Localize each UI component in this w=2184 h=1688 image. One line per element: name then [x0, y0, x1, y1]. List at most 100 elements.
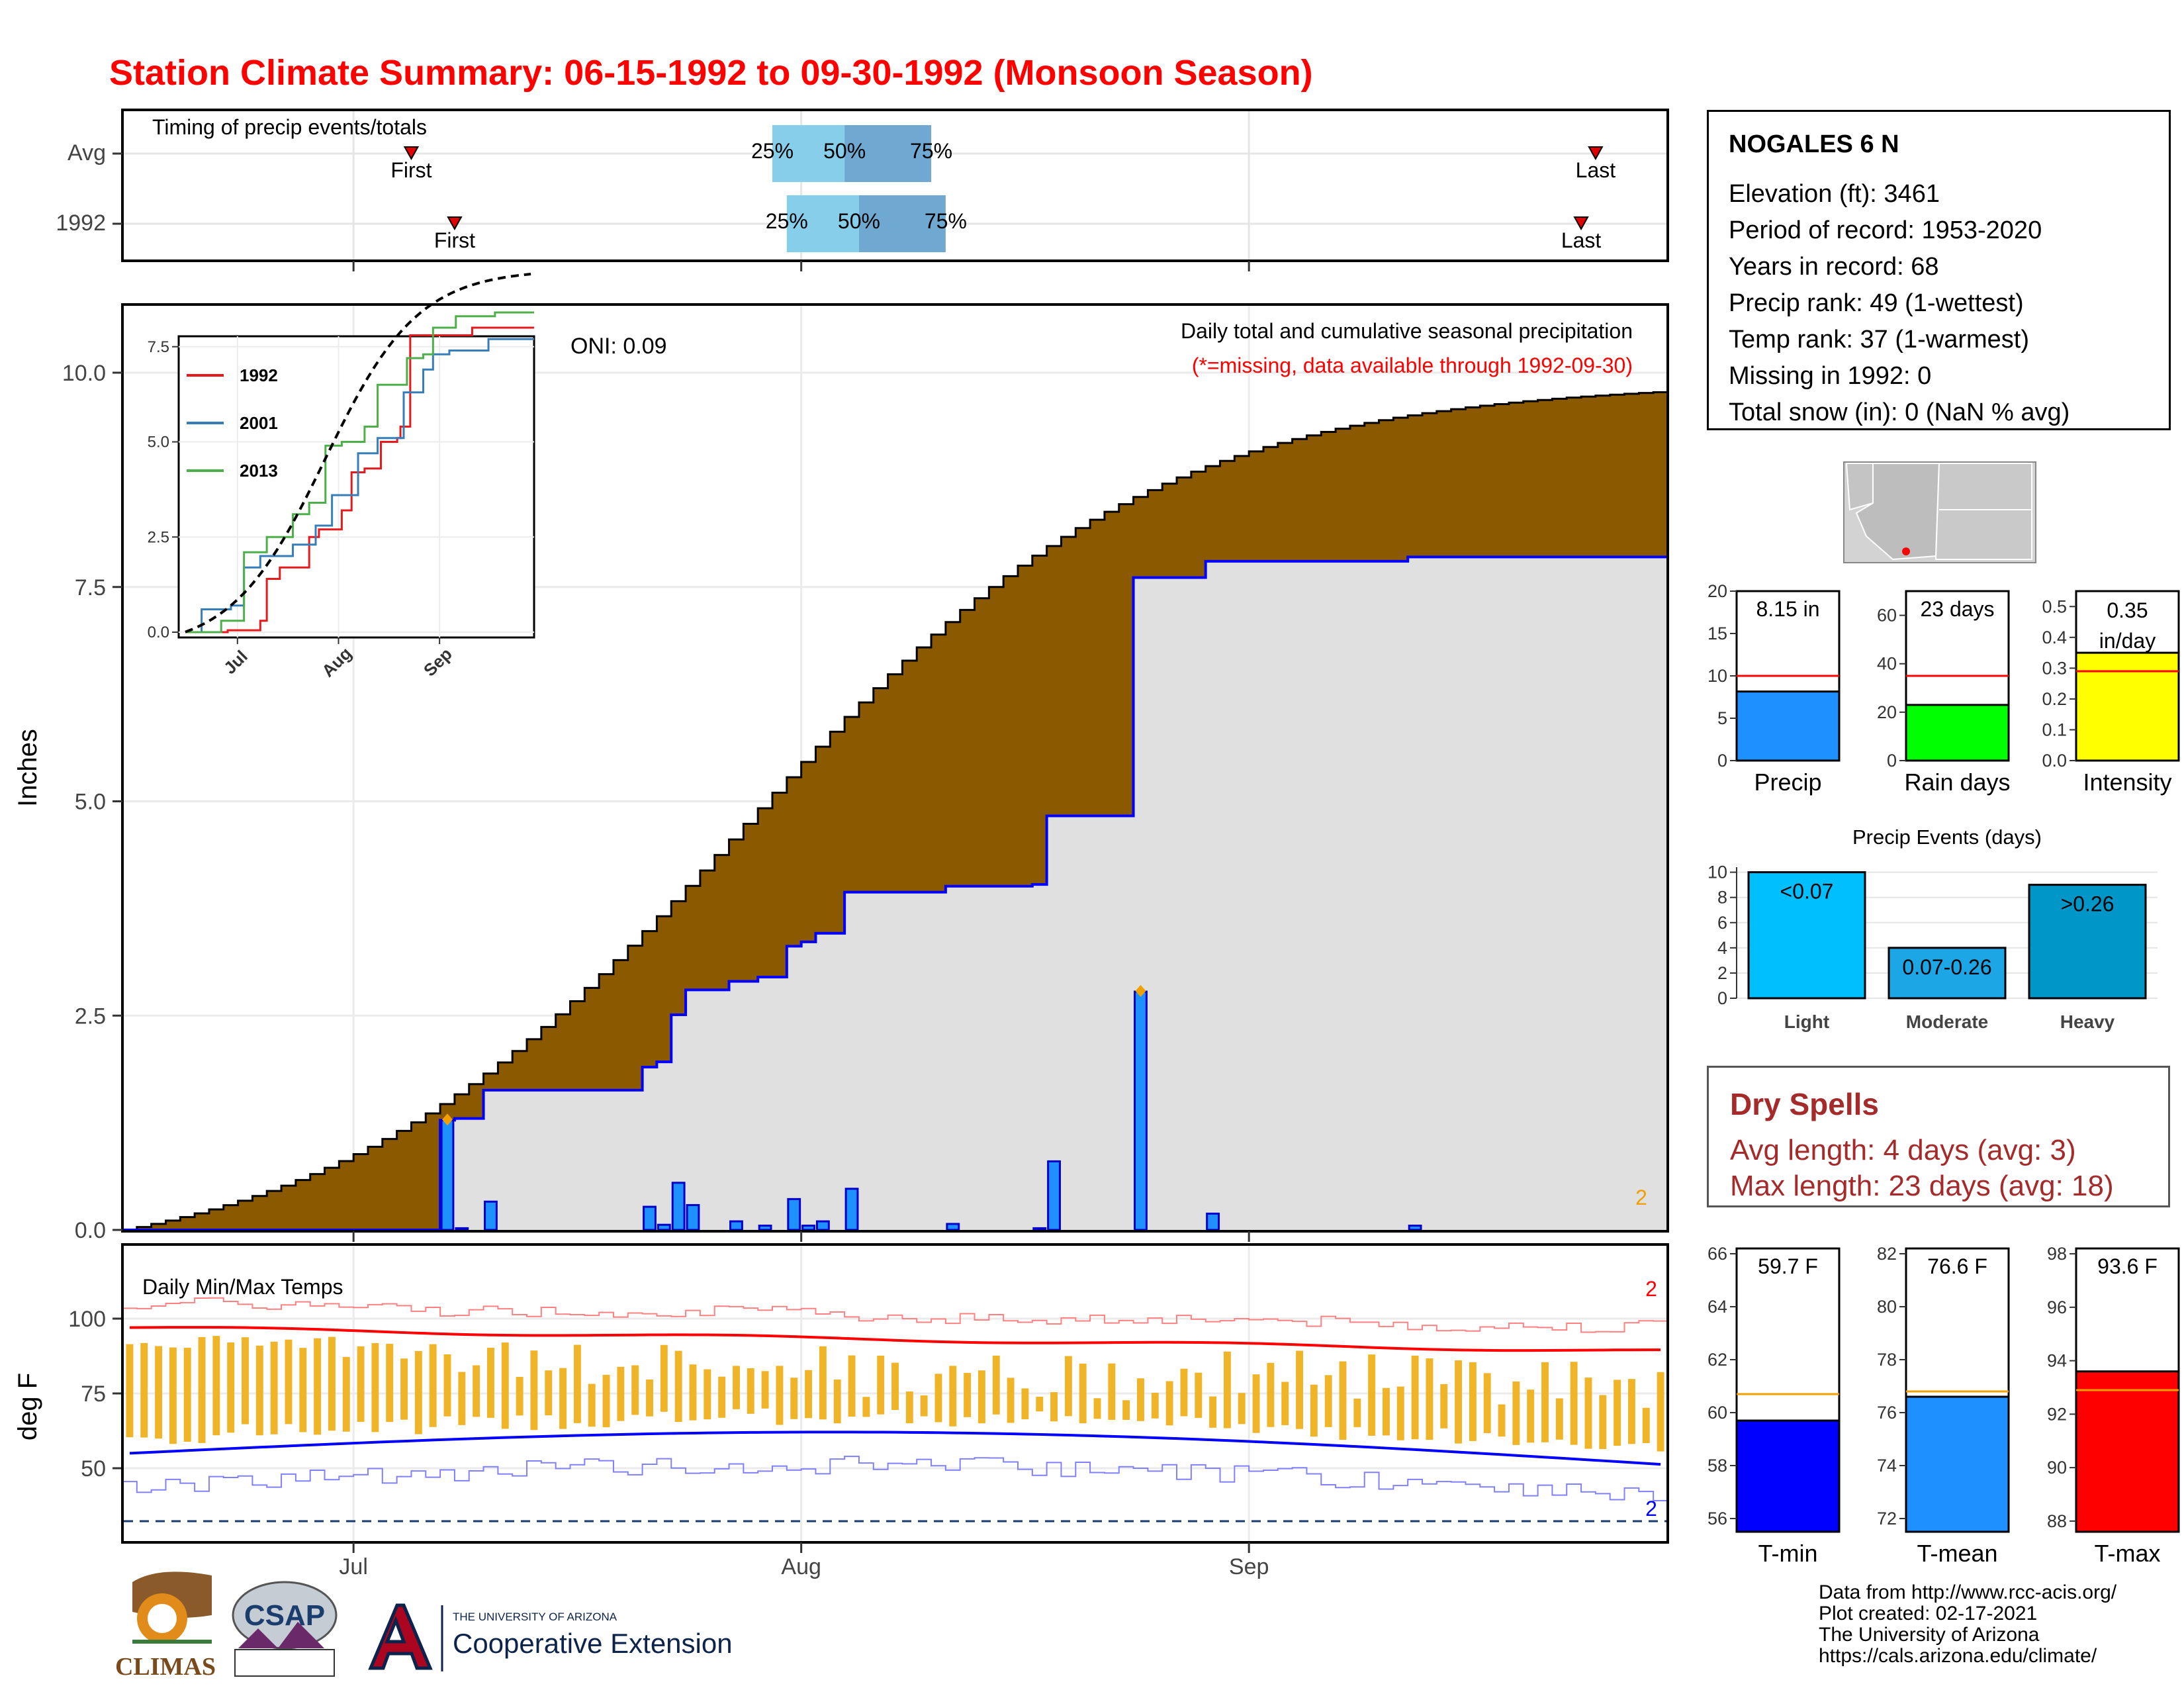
precip-events-tick-label: 4 — [1717, 938, 1727, 958]
station-location-marker — [1902, 547, 1910, 555]
tmean-summary-tick-label: 74 — [1877, 1456, 1897, 1476]
inset-average-line — [185, 273, 531, 633]
precip-event-bar — [1888, 947, 2007, 1000]
intensity-summary-tick-label: 0.1 — [2042, 720, 2067, 739]
precip-y-tick-label: 2.5 — [75, 1004, 106, 1029]
daily-temp-range-bar — [689, 1364, 697, 1421]
inset-legend-label: 1992 — [240, 365, 278, 385]
intensity-summary-label: Intensity — [2083, 769, 2171, 796]
tmin-summary-tick-label: 62 — [1707, 1350, 1727, 1370]
tmean-summary-tick-label: 82 — [1877, 1244, 1897, 1264]
temp-panel: 50 75 100 Daily Min/Max Temps deg F 2 2 Ju… — [13, 1243, 1669, 1579]
tmax-summary-tick-label: 92 — [2047, 1404, 2067, 1424]
daily-precip-bar — [729, 1220, 743, 1231]
daily-temp-range-bar — [646, 1379, 653, 1417]
intensity-summary-tick-label: 0.0 — [2042, 751, 2067, 771]
daily-temp-range-bar — [1108, 1363, 1116, 1420]
daily-temp-range-bar — [1310, 1384, 1318, 1437]
daily-temp-range-bar — [833, 1380, 841, 1424]
daily-temp-range-bar — [920, 1395, 928, 1417]
temp-x-tick-label: Aug — [781, 1554, 821, 1579]
first-event-label: First — [434, 228, 475, 252]
daily-temp-range-bar — [357, 1346, 365, 1422]
daily-temp-range-bar — [1238, 1393, 1246, 1425]
precip-event-bar — [2028, 884, 2147, 1000]
credit-line: https://cals.arizona.edu/climate/ — [1819, 1645, 2097, 1667]
tmean-summary-tick-label: 72 — [1877, 1509, 1897, 1528]
first-event-label: First — [390, 158, 432, 182]
daily-temp-range-bar — [371, 1343, 379, 1432]
daily-temp-range-bar — [458, 1372, 466, 1425]
daily-temp-range-bar — [1353, 1398, 1361, 1427]
inset-series-line-2013 — [185, 311, 534, 633]
daily-temp-range-bar — [140, 1342, 148, 1438]
station-temp-rank: Temp rank: 37 (1-warmest) — [1729, 326, 2030, 353]
daily-temp-range-bar — [487, 1347, 494, 1418]
precip-summary-label: Precip — [1754, 769, 1821, 796]
temp-x-tick-label: Sep — [1229, 1554, 1269, 1579]
precip-summary-tick-label: 0 — [1717, 751, 1727, 771]
tmean-summary-tick-label: 80 — [1877, 1297, 1897, 1317]
dry-spells-title: Dry Spells — [1730, 1087, 1879, 1121]
station-snow: Total snow (in): 0 (NaN % avg) — [1729, 399, 2070, 426]
timing-row-avg: Avg — [68, 140, 106, 165]
station-elevation: Elevation (ft): 3461 — [1729, 180, 1940, 208]
daily-temp-range-bar — [877, 1355, 885, 1415]
daily-temp-range-bar — [285, 1339, 293, 1425]
daily-temp-range-bar — [1527, 1389, 1535, 1443]
daily-temp-range-bar — [242, 1337, 249, 1425]
record-high-line — [122, 1297, 1668, 1333]
precip-summary-tick-label: 20 — [1707, 581, 1727, 601]
climas-logo: CLIMAS — [115, 1571, 216, 1681]
daily-temp-range-bar — [1151, 1393, 1159, 1419]
intensity-summary-value-bar — [2075, 651, 2180, 762]
daily-temp-range-bar — [429, 1344, 437, 1427]
daily-temp-range-bar — [1455, 1360, 1463, 1444]
daily-temp-range-bar — [414, 1350, 422, 1434]
quartile-75-label: 75% — [910, 139, 952, 163]
daily-temp-range-bar — [1368, 1354, 1376, 1436]
daily-temp-range-bar — [1584, 1378, 1592, 1449]
precip-event-bar — [1747, 871, 1866, 1000]
daily-temp-range-bar — [1469, 1362, 1477, 1441]
daily-temp-range-bar — [1324, 1375, 1332, 1427]
daily-temp-range-bar — [1079, 1363, 1087, 1423]
rain-days-summary-value-bar — [1905, 704, 2010, 762]
daily-precip-bar — [844, 1188, 859, 1231]
daily-precip-bar — [1408, 1225, 1422, 1231]
inset-y-tick-label: 5.0 — [148, 434, 169, 451]
daily-temp-range-bar — [169, 1347, 177, 1444]
tmin-summary-label: T-min — [1758, 1540, 1818, 1567]
daily-temp-range-bar — [1195, 1372, 1203, 1418]
dry-spells-avg-length: Avg length: 4 days (avg: 3) — [1730, 1134, 2076, 1166]
daily-temp-range-bar — [270, 1341, 278, 1434]
daily-temp-range-bar — [1426, 1358, 1433, 1440]
precip-event-bar-label: >0.26 — [2061, 892, 2115, 916]
temp-y-tick-label: 100 — [68, 1307, 106, 1332]
precip-events-tick-label: 2 — [1717, 963, 1727, 983]
inset-y-tick-label: 7.5 — [148, 338, 169, 356]
precip-summary-tick-label: 5 — [1717, 708, 1727, 728]
daily-temp-range-bar — [1411, 1355, 1419, 1440]
precip-y-tick-label: 5.0 — [75, 790, 106, 815]
daily-precip-bar — [440, 1119, 455, 1231]
daily-temp-range-bar — [1383, 1387, 1390, 1436]
daily-temp-range-bar — [862, 1397, 870, 1417]
daily-temp-range-bar — [848, 1355, 856, 1417]
precip-summary-value-bar — [1735, 690, 1841, 762]
ua-logo-small-text: THE UNIVERSITY OF ARIZONA — [453, 1611, 617, 1623]
precip-ylabel: Inches — [13, 729, 42, 807]
tmax-summary-tick-label: 90 — [2047, 1458, 2067, 1477]
daily-temp-range-bar — [559, 1368, 567, 1429]
intensity-summary-chart: 0.0 0.1 0.2 0.3 0.4 0.5 Intensity 0.35 in/day — [2042, 590, 2180, 796]
inset-legend-label: 2013 — [240, 461, 278, 481]
temp-y-tick-label: 50 — [81, 1456, 106, 1481]
oni-label: ONI: 0.09 — [570, 334, 667, 359]
daily-precip-bar — [946, 1223, 960, 1231]
quartile-bar-25-50 — [786, 195, 859, 252]
tmax-summary-chart: 88 90 92 94 96 98 T-max 93.6 F — [2047, 1244, 2180, 1567]
tmax-summary-label: T-max — [2094, 1540, 2160, 1567]
daily-precip-bar — [671, 1182, 686, 1231]
inset-y-tick-label: 0.0 — [148, 624, 169, 641]
intensity-summary-value-unit: in/day — [2099, 629, 2156, 653]
